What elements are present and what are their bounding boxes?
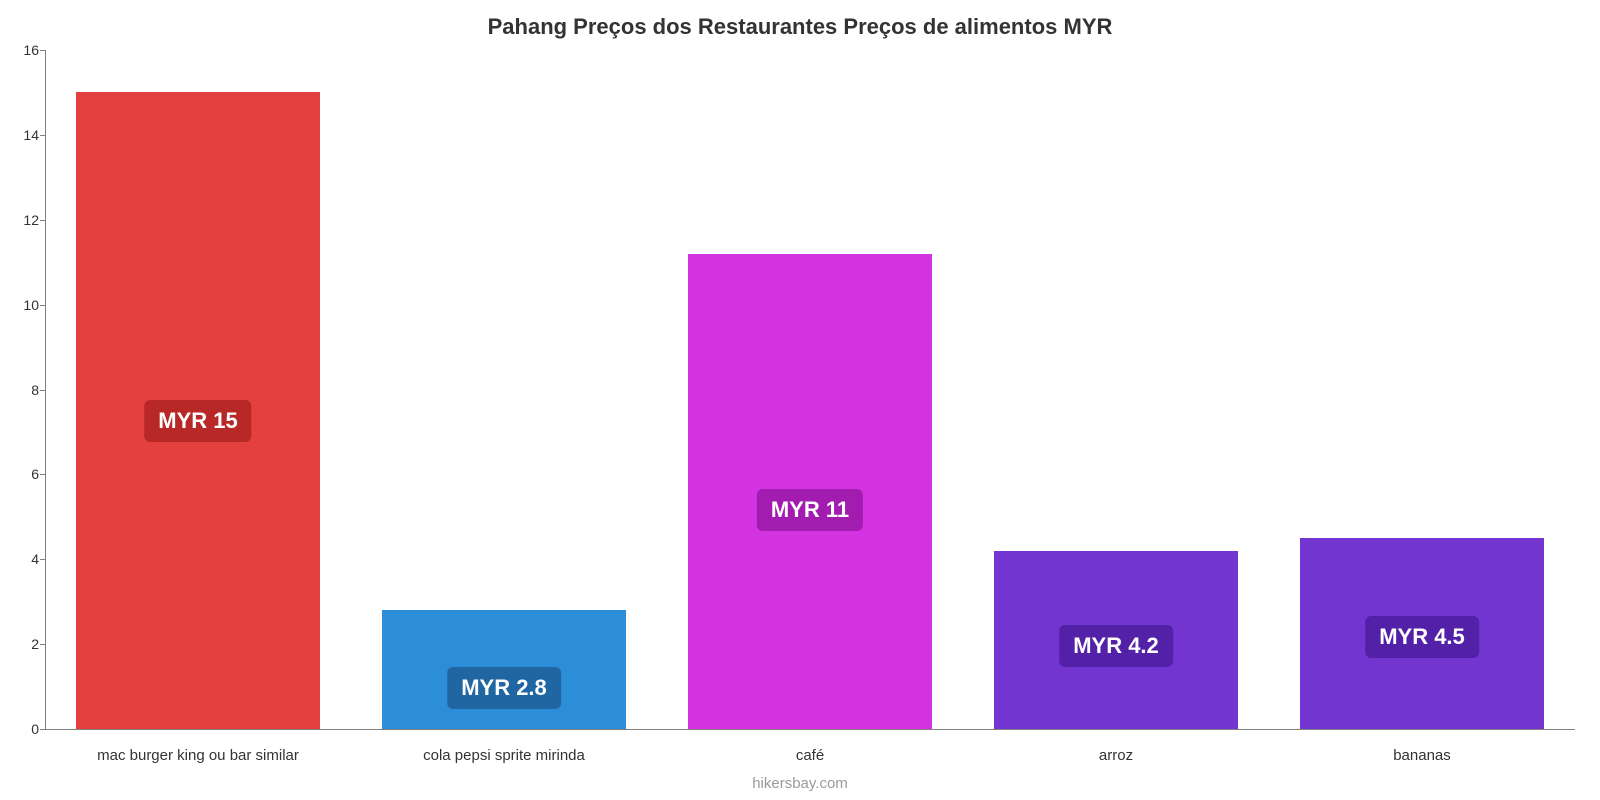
bar-value-label: MYR 4.5 (1365, 616, 1479, 658)
x-category-label: café (657, 747, 963, 764)
y-tick-label: 8 (7, 382, 39, 398)
bar-value-label: MYR 11 (757, 489, 863, 531)
bars-container: MYR 15 MYR 2.8 MYR 11 MYR 4.2 MYR 4.5 (45, 50, 1575, 729)
y-tick-label: 16 (7, 42, 39, 58)
bar-slot: MYR 11 (657, 50, 963, 729)
y-tick-mark (40, 729, 45, 730)
bar-slot: MYR 2.8 (351, 50, 657, 729)
plot-area: 0246810121416 MYR 15MYR 2.8MYR 11MYR 4.2… (45, 50, 1575, 730)
y-tick-label: 4 (7, 551, 39, 567)
bar-slot: MYR 4.2 (963, 50, 1269, 729)
bar: MYR 2.8 (382, 610, 627, 729)
chart-source: hikersbay.com (0, 775, 1600, 792)
bar-value-label: MYR 15 (144, 400, 251, 442)
y-tick-label: 6 (7, 466, 39, 482)
x-category-label: cola pepsi sprite mirinda (351, 747, 657, 764)
bar: MYR 11 (688, 254, 933, 729)
bar: MYR 15 (76, 92, 321, 729)
y-tick-label: 12 (7, 212, 39, 228)
y-tick-label: 10 (7, 297, 39, 313)
bar-chart: Pahang Preços dos Restaurantes Preços de… (0, 0, 1600, 800)
x-axis-labels: mac burger king ou bar similarcola pepsi… (45, 747, 1575, 764)
x-category-label: mac burger king ou bar similar (45, 747, 351, 764)
x-category-label: bananas (1269, 747, 1575, 764)
y-tick-label: 14 (7, 127, 39, 143)
bar: MYR 4.2 (994, 551, 1239, 729)
bar-slot: MYR 15 (45, 50, 351, 729)
bar-value-label: MYR 2.8 (447, 667, 561, 709)
bar-value-label: MYR 4.2 (1059, 625, 1173, 667)
bar: MYR 4.5 (1300, 538, 1545, 729)
y-tick-label: 2 (7, 636, 39, 652)
chart-title: Pahang Preços dos Restaurantes Preços de… (0, 0, 1600, 40)
x-category-label: arroz (963, 747, 1269, 764)
bar-slot: MYR 4.5 (1269, 50, 1575, 729)
y-tick-label: 0 (7, 721, 39, 737)
